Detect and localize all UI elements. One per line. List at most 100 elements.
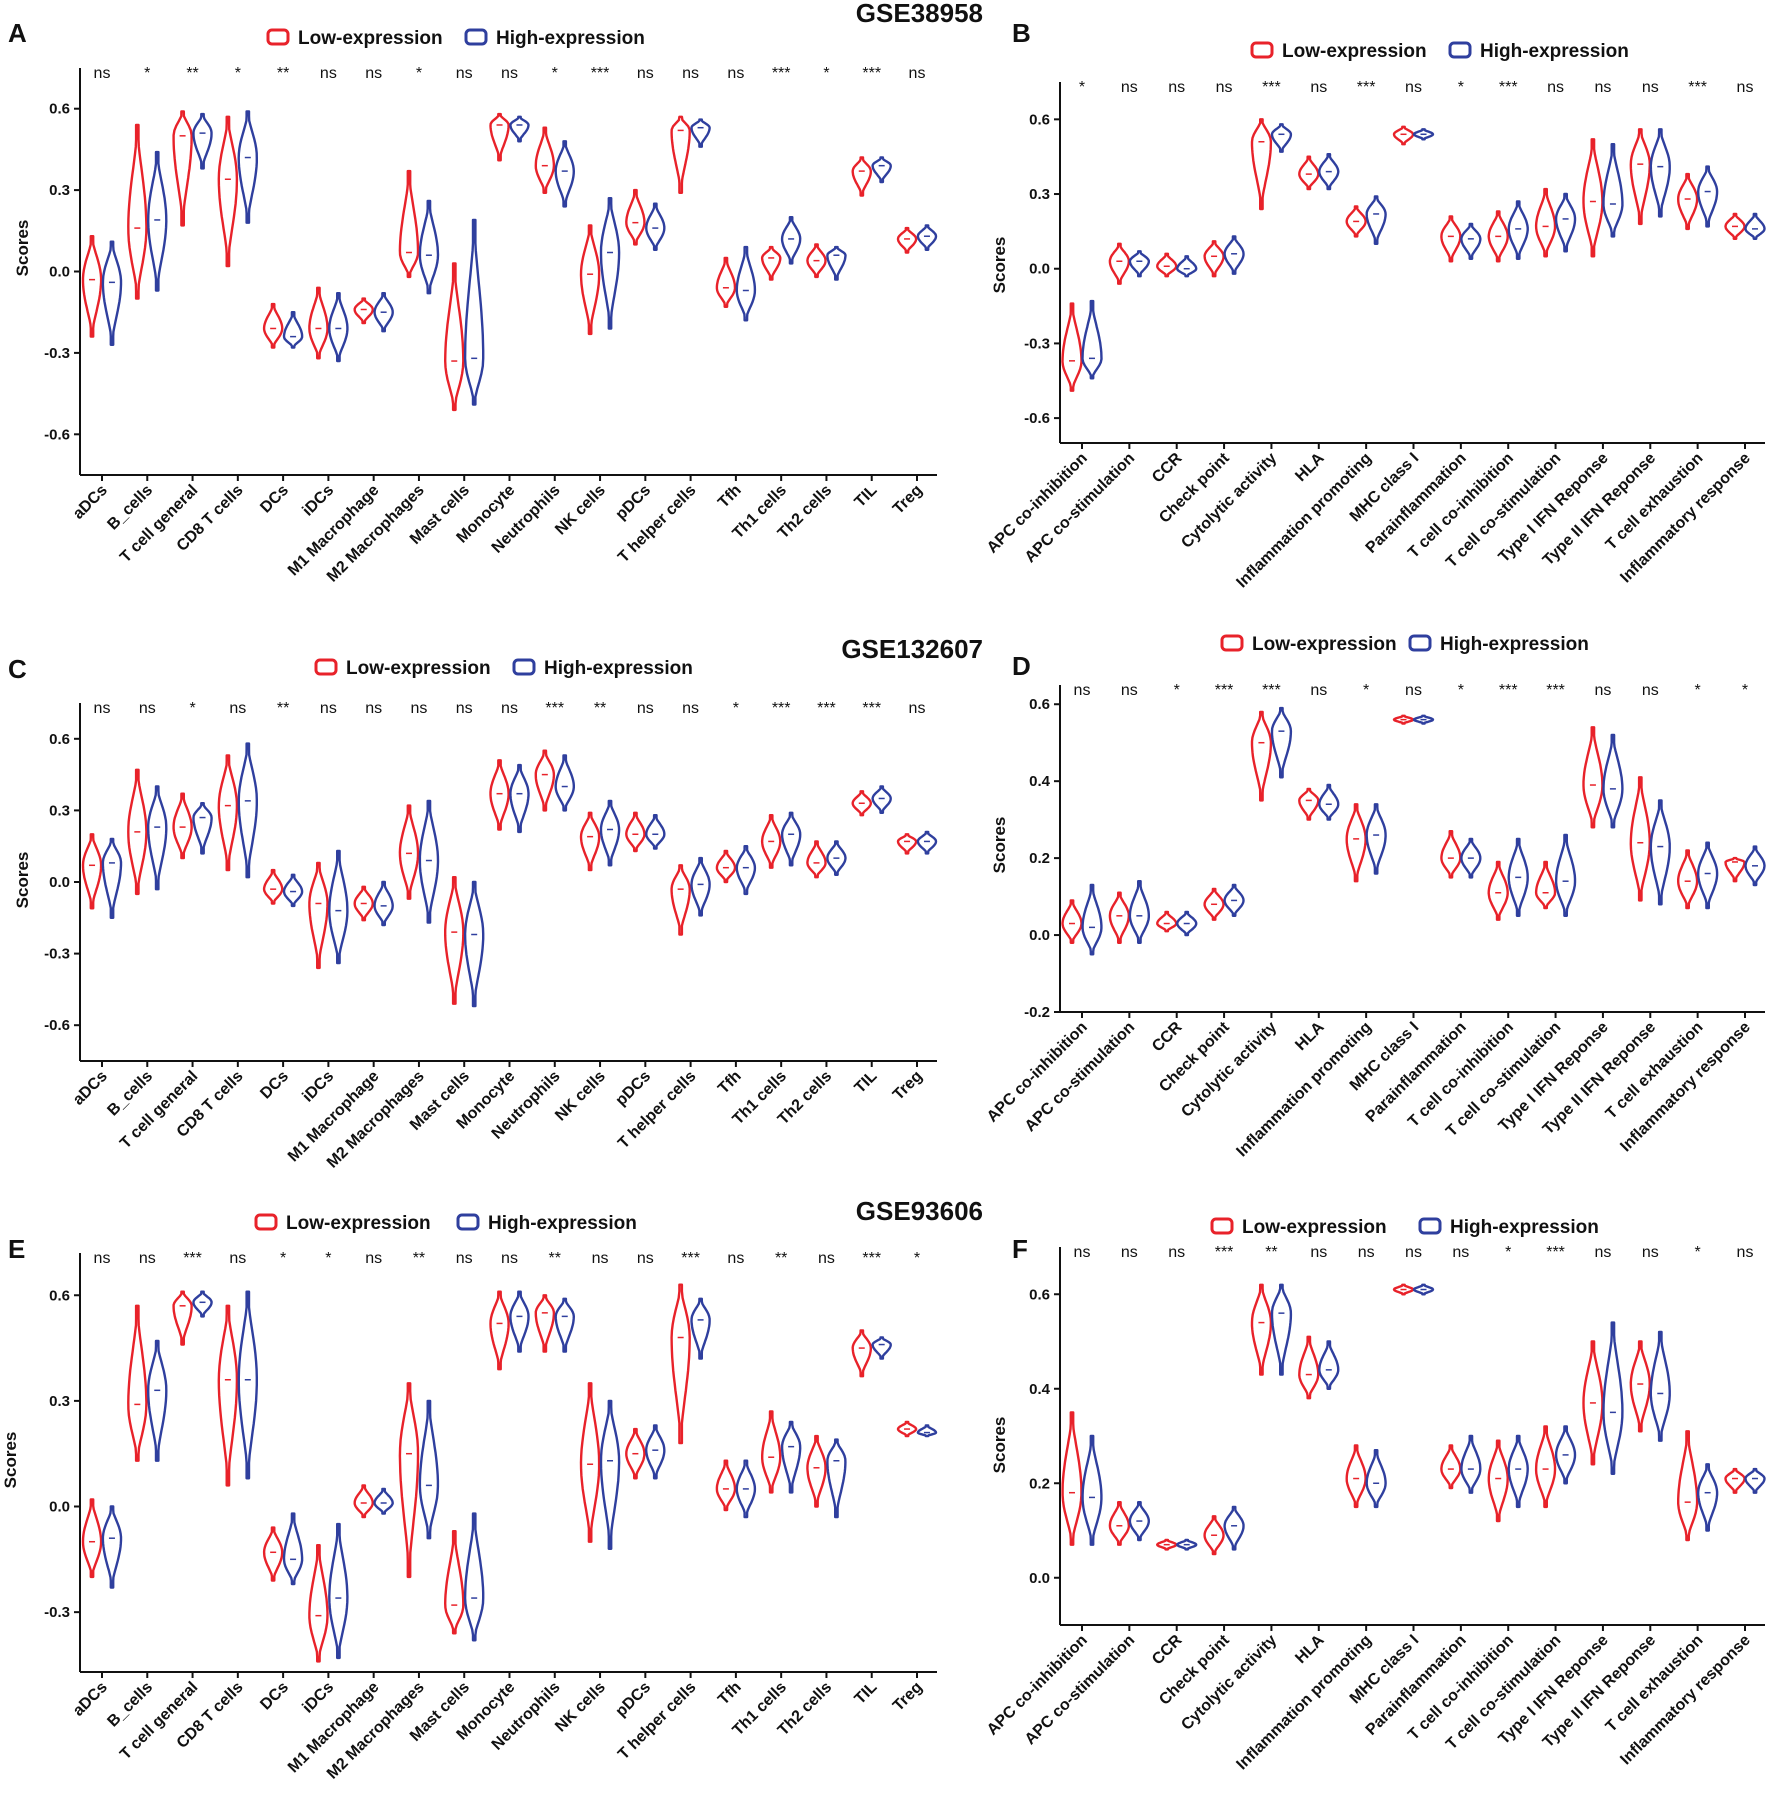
violin-high (1697, 1463, 1719, 1532)
violin-low (896, 1420, 918, 1438)
violin-low (715, 256, 737, 308)
violin-low (127, 768, 148, 896)
significance-label: ** (549, 1250, 561, 1267)
violin-low (625, 811, 646, 853)
y-tick-label: 0.6 (49, 1287, 70, 1304)
y-axis-label: Scores (990, 817, 1009, 874)
violin-high (1744, 845, 1766, 887)
significance-label: * (1505, 1244, 1511, 1261)
significance-label: ns (637, 1250, 654, 1267)
violin-low (1061, 1411, 1083, 1546)
violin-high (1602, 1321, 1624, 1475)
legend-label-low: Low-expression (1282, 41, 1427, 62)
violin-low (534, 126, 556, 194)
violin-low (444, 1530, 465, 1635)
violin-high (735, 245, 757, 322)
violin-high (1270, 123, 1293, 153)
violin-low (262, 868, 284, 905)
significance-label: ** (277, 700, 289, 717)
violin-high (101, 1505, 123, 1589)
legend-swatch-high (1418, 1217, 1442, 1235)
significance-label: ns (818, 1250, 835, 1267)
category-label: Tfh (715, 1679, 745, 1709)
panel-A: A GSE38958 Low-expression High-expression -0… (8, 0, 983, 586)
panel-label: A (8, 18, 27, 48)
violin-high (463, 880, 485, 1008)
violin-low (1677, 849, 1699, 910)
violin-low (806, 840, 827, 879)
violin-high (509, 763, 530, 834)
violin-high (871, 1336, 892, 1360)
legend-label-high: High-expression (1440, 634, 1589, 655)
significance-label: * (325, 1250, 331, 1267)
significance-label: ns (1310, 79, 1327, 96)
legend-swatch-low (1250, 41, 1274, 59)
significance-label: ns (1310, 1244, 1327, 1261)
significance-label: ** (277, 65, 289, 82)
violin-low (1440, 215, 1462, 263)
category-label: pDCs (613, 1679, 655, 1721)
category-label: T cell general (117, 1068, 201, 1152)
violin-high (237, 742, 258, 879)
legend-swatch-high (464, 28, 488, 46)
violin-high (1223, 1505, 1245, 1551)
violin-high (101, 837, 123, 919)
significance-label: *** (1499, 682, 1518, 699)
category-label: aDCs (70, 1679, 111, 1720)
violin-high (735, 1459, 757, 1519)
violin-low (896, 833, 918, 855)
significance-label: * (144, 65, 150, 82)
category-label: Treg (890, 1679, 926, 1715)
violin-low (1156, 252, 1178, 278)
violin-low (625, 188, 646, 246)
violin-high (735, 845, 757, 896)
y-axis-label: Scores (990, 237, 1009, 294)
violin-low (851, 790, 872, 817)
violin-high (599, 799, 621, 867)
violin-high (147, 150, 168, 292)
violin-high (780, 811, 802, 867)
category-label: TIL (852, 1068, 881, 1097)
violin-low (1582, 138, 1604, 258)
significance-label: ns (1121, 682, 1138, 699)
legend-swatch-low (254, 1213, 278, 1231)
violin-high (509, 115, 530, 143)
significance-label: *** (1546, 1244, 1565, 1261)
violin-low (1487, 860, 1509, 921)
legend-label-high: High-expression (1480, 41, 1629, 62)
significance-label: ns (682, 700, 699, 717)
significance-label: *** (183, 1250, 202, 1267)
violin-high (780, 1420, 802, 1494)
significance-label: ns (637, 65, 654, 82)
violin-low (1108, 242, 1130, 285)
significance-label: ** (1265, 1244, 1277, 1261)
dataset-label: GSE38958 (856, 0, 983, 28)
significance-label: *** (1499, 79, 1518, 96)
violin-low (217, 754, 239, 872)
violin-low (1677, 172, 1699, 231)
significance-label: *** (817, 700, 836, 717)
significance-label: *** (1215, 1244, 1234, 1261)
category-label: Treg (890, 482, 926, 518)
panel-C: C GSE132607 Low-expression High-expression -… (8, 634, 983, 1172)
significance-label: ** (775, 1250, 787, 1267)
violin-high (1081, 883, 1103, 956)
violin-high (645, 814, 666, 850)
violin-low (1203, 1515, 1225, 1556)
significance-label: ns (94, 700, 111, 717)
significance-label: * (1363, 682, 1369, 699)
category-label: TIL (852, 1679, 881, 1708)
significance-label: ns (1358, 1244, 1375, 1261)
legend-swatch-low (1210, 1217, 1234, 1235)
violin-high (1744, 212, 1766, 240)
category-label: TIL (852, 482, 881, 511)
significance-label: ns (727, 1250, 744, 1267)
significance-label: ** (413, 1250, 425, 1267)
violin-high (1412, 128, 1435, 141)
category-label: aDCs (70, 1068, 111, 1109)
legend-swatch-high (456, 1213, 480, 1231)
category-label: DCs (257, 482, 292, 517)
violin-low (1629, 128, 1651, 226)
legend-label-low: Low-expression (298, 28, 443, 49)
violin-high (373, 880, 394, 927)
